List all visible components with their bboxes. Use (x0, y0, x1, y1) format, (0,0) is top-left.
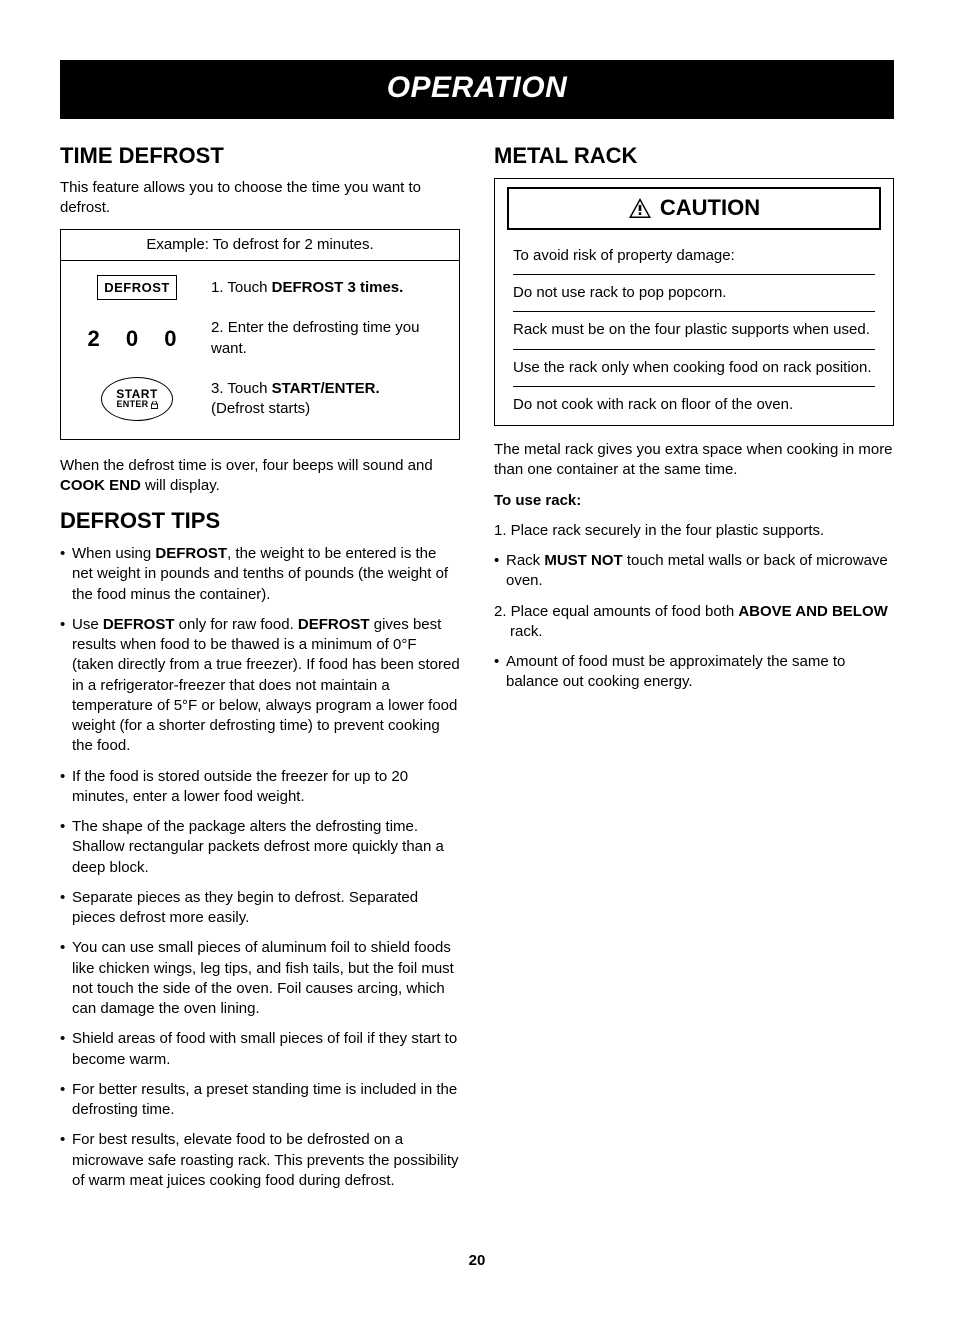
tip-6: You can use small pieces of aluminum foi… (60, 938, 460, 1019)
defrost-tips-heading: DEFROST TIPS (60, 506, 460, 536)
tip-8: For better results, a preset standing ti… (60, 1080, 460, 1121)
row3-suffix: (Defrost starts) (211, 400, 310, 417)
caution-item-1: To avoid risk of property damage: (513, 238, 875, 274)
start-enter-graphic: START ENTER (77, 377, 197, 421)
tip-2: Use DEFROST only for raw food. DEFROST g… (60, 615, 460, 757)
tip2-mid: only for raw food. (175, 616, 298, 633)
digits-200: 2 0 0 (88, 324, 187, 354)
warning-triangle-icon (628, 197, 652, 219)
rs2-post: rack. (510, 623, 543, 640)
tip1-b: DEFROST (155, 545, 227, 562)
oval-line2: ENTER (116, 400, 157, 409)
tip2-b2: DEFROST (298, 616, 370, 633)
example-row-3: START ENTER 3. Touch START/ENTER. (Defro… (77, 377, 443, 421)
caution-body: To avoid risk of property damage: Do not… (495, 238, 893, 425)
metal-rack-intro: The metal rack gives you extra space whe… (494, 440, 894, 481)
row1-prefix: 1. Touch (211, 279, 272, 296)
tip2-b1: DEFROST (103, 616, 175, 633)
metal-rack-heading: METAL RACK (494, 141, 894, 171)
tip-4: The shape of the package alters the defr… (60, 817, 460, 878)
defrost-example-box: Example: To defrost for 2 minutes. DEFRO… (60, 229, 460, 440)
rb1-b: MUST NOT (544, 552, 622, 569)
left-column: TIME DEFROST This feature allows you to … (60, 141, 460, 1202)
tip-9: For best results, elevate food to be def… (60, 1130, 460, 1191)
operation-banner: OPERATION (60, 60, 894, 119)
lock-icon (151, 401, 158, 409)
start-enter-button: START ENTER (101, 377, 173, 421)
example-header: Example: To defrost for 2 minutes. (61, 230, 459, 261)
cook-end-pre: When the defrost time is over, four beep… (60, 457, 433, 474)
rack-step-1: 1. Place rack securely in the four plast… (494, 521, 894, 541)
rack-bullet-2: Amount of food must be approximately the… (494, 652, 894, 693)
to-use-rack-bold: To use rack: (494, 492, 581, 509)
rs2-pre: 2. Place equal amounts of food both (494, 603, 738, 620)
caution-item-5: Do not cook with rack on floor of the ov… (513, 387, 875, 423)
tip2-pre: Use (72, 616, 103, 633)
rack-bullets-1: Rack MUST NOT touch metal walls or back … (494, 551, 894, 592)
rs2-b: ABOVE AND BELOW (738, 603, 887, 620)
oval-line2-text: ENTER (116, 400, 148, 409)
page-number: 20 (60, 1251, 894, 1271)
caution-header: CAUTION (507, 187, 881, 230)
example-row-1-text: 1. Touch DEFROST 3 times. (197, 278, 443, 298)
time-defrost-intro: This feature allows you to choose the ti… (60, 178, 460, 219)
tip1-pre: When using (72, 545, 155, 562)
caution-item-2: Do not use rack to pop popcorn. (513, 275, 875, 311)
example-body: DEFROST 1. Touch DEFROST 3 times. 2 0 0 … (61, 261, 459, 439)
example-row-1: DEFROST 1. Touch DEFROST 3 times. (77, 275, 443, 301)
tip-3: If the food is stored outside the freeze… (60, 767, 460, 808)
caution-item-3: Rack must be on the four plastic support… (513, 312, 875, 348)
rack-bullets-2: Amount of food must be approximately the… (494, 652, 894, 693)
row3-prefix: 3. Touch (211, 380, 272, 397)
right-column: METAL RACK CAUTION To avoid risk of prop… (494, 141, 894, 1202)
defrost-button-label: DEFROST (97, 275, 177, 301)
tip-1: When using DEFROST, the weight to be ent… (60, 544, 460, 605)
time-defrost-heading: TIME DEFROST (60, 141, 460, 171)
defrost-button-graphic: DEFROST (77, 275, 197, 301)
tip2-post: gives best results when food to be thawe… (72, 616, 460, 755)
defrost-tips-list: When using DEFROST, the weight to be ent… (60, 544, 460, 1191)
rack-step-2: 2. Place equal amounts of food both ABOV… (494, 602, 894, 643)
caution-item-4: Use the rack only when cooking food on r… (513, 350, 875, 386)
digits-graphic: 2 0 0 (77, 324, 197, 354)
row2-body: Enter the defrosting time you want. (211, 319, 419, 356)
cook-end-bold: COOK END (60, 477, 141, 494)
two-column-layout: TIME DEFROST This feature allows you to … (60, 141, 894, 1202)
row1-bold: DEFROST 3 times. (272, 279, 404, 296)
tip-5: Separate pieces as they begin to defrost… (60, 888, 460, 929)
example-row-2-text: 2. Enter the defrosting time you want. (197, 318, 443, 359)
row3-bold: START/ENTER. (272, 380, 380, 397)
rb1-pre: Rack (506, 552, 544, 569)
cook-end-suf: will display. (141, 477, 220, 494)
to-use-rack-heading: To use rack: (494, 491, 894, 511)
rack-bullet-1: Rack MUST NOT touch metal walls or back … (494, 551, 894, 592)
caution-label: CAUTION (660, 193, 760, 223)
row2-prefix: 2. (211, 319, 228, 336)
example-row-3-text: 3. Touch START/ENTER. (Defrost starts) (197, 379, 443, 420)
example-row-2: 2 0 0 2. Enter the defrosting time you w… (77, 318, 443, 359)
cook-end-note: When the defrost time is over, four beep… (60, 456, 460, 497)
caution-box: CAUTION To avoid risk of property damage… (494, 178, 894, 426)
tip-7: Shield areas of food with small pieces o… (60, 1029, 460, 1070)
